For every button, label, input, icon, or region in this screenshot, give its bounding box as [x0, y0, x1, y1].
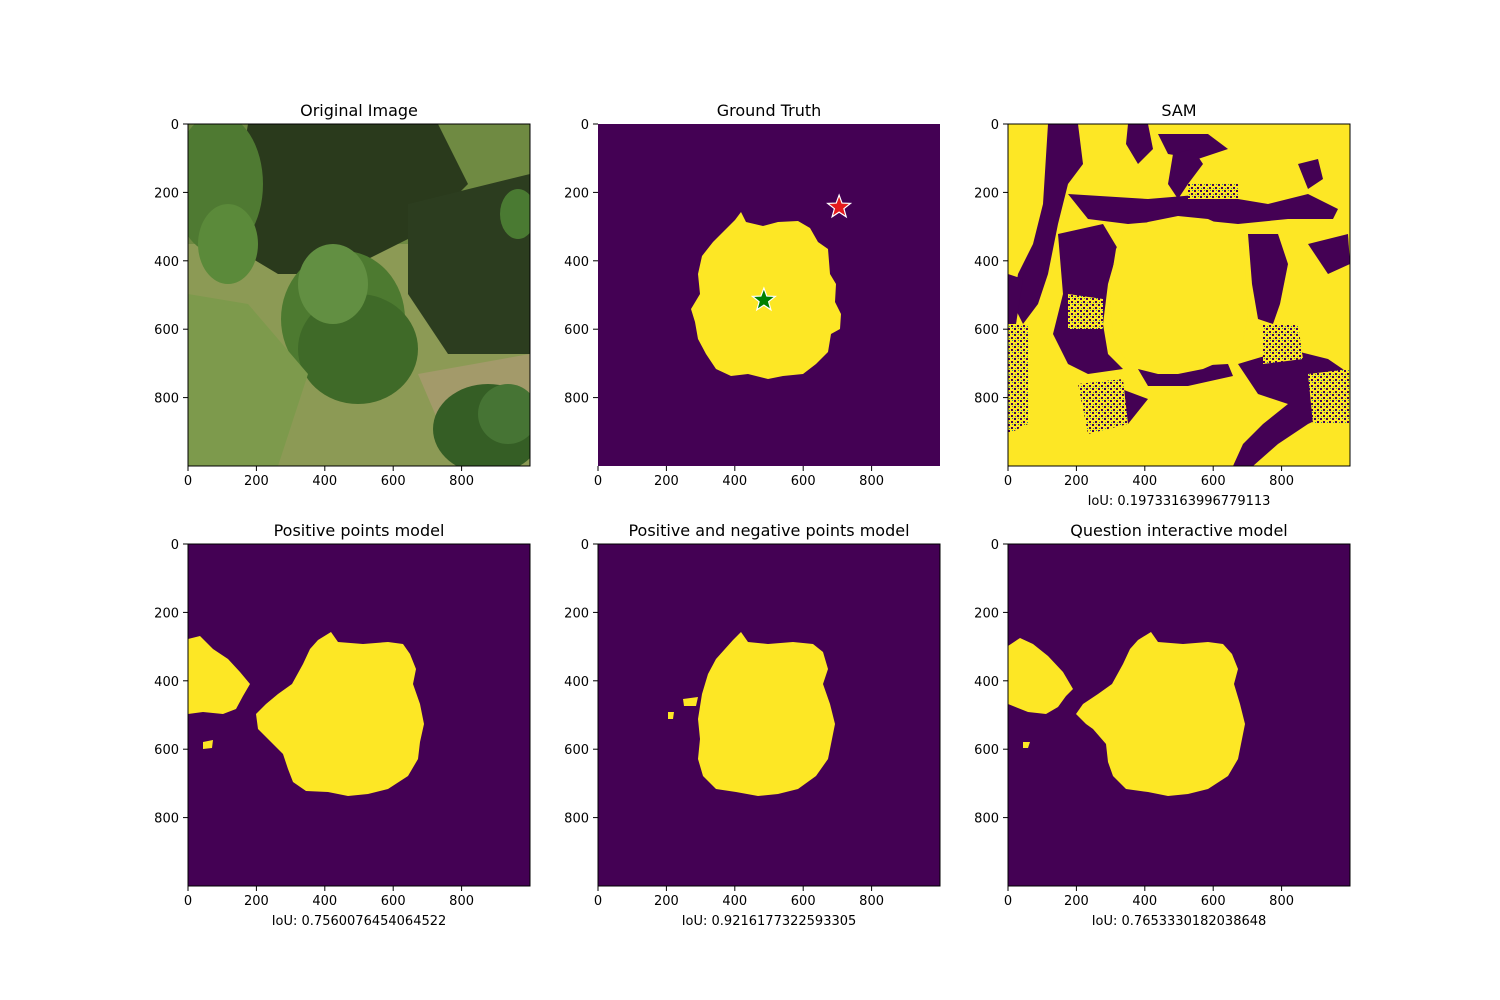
x-tick-label: 200 [1064, 894, 1089, 909]
x-tick-label: 600 [791, 474, 816, 489]
y-tick-label: 0 [581, 118, 589, 133]
y-tick-label: 600 [564, 743, 589, 758]
mask-noise-regions [1008, 184, 1350, 434]
y-axis-ticks: 0 200 400 600 800 [154, 538, 188, 827]
x-axis-ticks: 0 200 400 600 800 [1004, 886, 1294, 909]
y-tick-label: 600 [974, 323, 999, 338]
iou-caption: IoU: 0.9216177322593305 [682, 914, 857, 929]
y-axis-ticks: 0 200 400 600 800 [154, 118, 188, 407]
x-tick-label: 600 [381, 894, 406, 909]
panel-sam: SAM [974, 101, 1351, 509]
x-tick-label: 0 [1004, 894, 1012, 909]
y-tick-label: 0 [991, 118, 999, 133]
y-tick-label: 0 [171, 118, 179, 133]
iou-caption: IoU: 0.7653330182038648 [1092, 914, 1267, 929]
x-axis-ticks: 0 200 400 600 800 [594, 886, 884, 909]
y-tick-label: 400 [974, 675, 999, 690]
y-tick-label: 800 [564, 392, 589, 407]
x-tick-label: 400 [312, 474, 337, 489]
y-tick-label: 600 [974, 743, 999, 758]
x-tick-label: 400 [1132, 474, 1157, 489]
x-tick-label: 0 [594, 894, 602, 909]
x-axis-ticks: 0 200 400 600 800 [1004, 466, 1294, 489]
y-axis-ticks: 0 200 400 600 800 [564, 118, 598, 407]
panel-original-image: Original Image 0 200 400 600 800 0 200 400 600 8… [154, 101, 531, 489]
y-axis-ticks: 0 200 400 600 800 [974, 538, 1008, 827]
x-tick-label: 0 [1004, 474, 1012, 489]
point-markers [750, 193, 853, 312]
positive-point-star-marker [750, 286, 777, 312]
x-tick-label: 600 [1201, 474, 1226, 489]
y-tick-label: 200 [154, 606, 179, 621]
x-tick-label: 400 [722, 894, 747, 909]
y-tick-label: 600 [154, 323, 179, 338]
x-axis-ticks: 0 200 400 600 800 [184, 886, 474, 909]
x-tick-label: 600 [1201, 894, 1226, 909]
y-tick-label: 0 [171, 538, 179, 553]
panel-title: Positive points model [274, 521, 445, 540]
panel-ground-truth: Ground Truth 0 200 400 600 800 0 200 400 600 800 [564, 101, 940, 489]
y-tick-label: 800 [974, 392, 999, 407]
x-tick-label: 200 [244, 894, 269, 909]
iou-caption: IoU: 0.19733163996779113 [1088, 494, 1271, 509]
panel-title: Question interactive model [1070, 521, 1287, 540]
x-axis-ticks: 0 200 400 600 800 [184, 466, 474, 489]
x-tick-label: 800 [449, 474, 474, 489]
x-tick-label: 800 [449, 894, 474, 909]
panel-title: SAM [1161, 101, 1196, 120]
x-tick-label: 0 [594, 474, 602, 489]
y-tick-label: 800 [974, 812, 999, 827]
y-tick-label: 400 [154, 255, 179, 270]
y-tick-label: 200 [154, 186, 179, 201]
x-tick-label: 600 [791, 894, 816, 909]
x-tick-label: 400 [312, 894, 337, 909]
y-tick-label: 200 [564, 606, 589, 621]
y-tick-label: 600 [154, 743, 179, 758]
mask-region [1008, 632, 1245, 796]
x-tick-label: 200 [244, 474, 269, 489]
y-tick-label: 0 [991, 538, 999, 553]
y-tick-label: 200 [564, 186, 589, 201]
y-tick-label: 400 [564, 675, 589, 690]
mask-region [1110, 216, 1248, 374]
panel-title: Ground Truth [717, 101, 822, 120]
x-tick-label: 400 [1132, 894, 1157, 909]
y-axis-ticks: 0 200 400 600 800 [974, 118, 1008, 407]
y-tick-label: 200 [974, 606, 999, 621]
mask-region [188, 632, 424, 796]
x-tick-label: 200 [654, 474, 679, 489]
y-tick-label: 800 [154, 392, 179, 407]
y-tick-label: 800 [154, 812, 179, 827]
negative-point-star-marker [826, 193, 853, 219]
x-tick-label: 400 [722, 474, 747, 489]
x-tick-label: 800 [1269, 474, 1294, 489]
x-tick-label: 0 [184, 474, 192, 489]
x-tick-label: 200 [654, 894, 679, 909]
x-tick-label: 0 [184, 894, 192, 909]
y-tick-label: 400 [154, 675, 179, 690]
panel-question-interactive-model: Question interactive model 0 200 400 600 800… [974, 521, 1351, 929]
y-tick-label: 600 [564, 323, 589, 338]
mask-region [668, 632, 835, 796]
panel-title: Original Image [300, 101, 418, 120]
x-tick-label: 800 [859, 894, 884, 909]
y-tick-label: 400 [564, 255, 589, 270]
iou-caption: IoU: 0.7560076454064522 [272, 914, 447, 929]
x-tick-label: 800 [1269, 894, 1294, 909]
panel-title: Positive and negative points model [628, 521, 909, 540]
x-tick-label: 200 [1064, 474, 1089, 489]
aerial-photo [188, 124, 530, 466]
y-tick-label: 200 [974, 186, 999, 201]
x-axis-ticks: 0 200 400 600 800 [594, 466, 884, 489]
y-tick-label: 800 [564, 812, 589, 827]
y-tick-label: 400 [974, 255, 999, 270]
panel-positive-points-model: Positive points model 0 200 400 600 800 0 200… [154, 521, 531, 929]
x-tick-label: 600 [381, 474, 406, 489]
y-axis-ticks: 0 200 400 600 800 [564, 538, 598, 827]
x-tick-label: 800 [859, 474, 884, 489]
panel-positive-and-negative-points-model: Positive and negative points model 0 200 4… [564, 521, 941, 929]
y-tick-label: 0 [581, 538, 589, 553]
